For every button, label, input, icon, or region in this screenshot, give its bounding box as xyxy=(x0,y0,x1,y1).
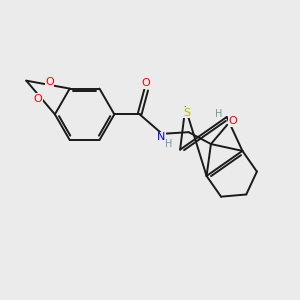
Text: H: H xyxy=(215,109,223,119)
Text: N: N xyxy=(157,132,166,142)
Text: H: H xyxy=(165,139,172,149)
Text: O: O xyxy=(33,94,42,104)
Text: O: O xyxy=(228,116,237,126)
Text: O: O xyxy=(45,77,54,87)
Text: S: S xyxy=(183,108,190,118)
Text: O: O xyxy=(142,78,151,88)
